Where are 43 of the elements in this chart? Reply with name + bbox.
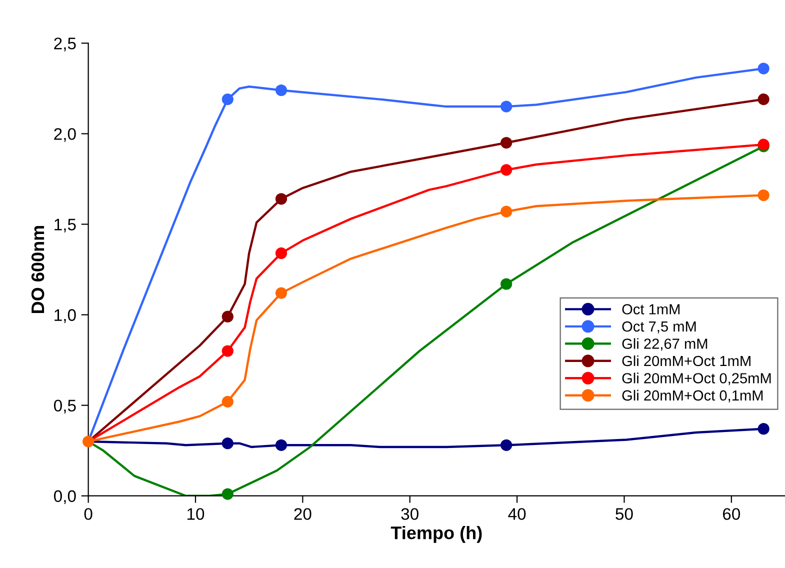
point: [758, 62, 770, 74]
legend-label: Oct 1mM: [622, 304, 680, 314]
x-tick-label: 20: [294, 508, 312, 520]
point: [222, 93, 234, 106]
legend-label: Gli 22,67 mM: [622, 338, 708, 351]
point: [275, 193, 288, 205]
x-tick-label: 50: [616, 508, 633, 520]
point: [500, 206, 512, 218]
x-tick-label: 30: [401, 508, 418, 520]
point: [222, 438, 234, 450]
point: [275, 287, 288, 299]
x-tick-label: 10: [188, 508, 204, 520]
x-axis-title: Tiempo (h): [390, 526, 482, 543]
legend-label: Gli 20mM+Oct 0,1mM: [622, 390, 763, 402]
y-tick-label: 1,0: [54, 309, 76, 323]
x-tick-label: 60: [722, 508, 740, 520]
point: [275, 439, 288, 451]
point: [758, 93, 770, 106]
x-tick-label: 0: [84, 508, 92, 520]
y-axis-title: DO 600nm: [31, 226, 44, 313]
point: [500, 164, 512, 176]
point: [222, 488, 234, 500]
legend-label: Gli 20mM+Oct 0,25mM: [622, 372, 771, 386]
point: [500, 136, 512, 149]
point: [275, 247, 288, 260]
point: [222, 345, 234, 357]
y-tick-label: 1,5: [54, 218, 76, 232]
point: [500, 278, 512, 290]
point: [82, 436, 94, 448]
legend-label: Gli 20mM+Oct 1mM: [622, 355, 750, 366]
y-tick-label: 0,0: [54, 490, 76, 504]
point: [758, 189, 770, 202]
y-tick-label: 2,0: [54, 128, 76, 142]
legend-label: Oct 7,5 mM: [622, 321, 696, 334]
point: [222, 310, 234, 322]
point: [500, 439, 512, 451]
y-tick-label: 0,5: [54, 400, 76, 414]
x-tick-label: 40: [508, 508, 526, 520]
point: [222, 396, 234, 408]
point: [758, 423, 770, 435]
y-tick-label: 2,5: [54, 38, 76, 52]
point: [500, 100, 512, 112]
point: [275, 84, 288, 96]
